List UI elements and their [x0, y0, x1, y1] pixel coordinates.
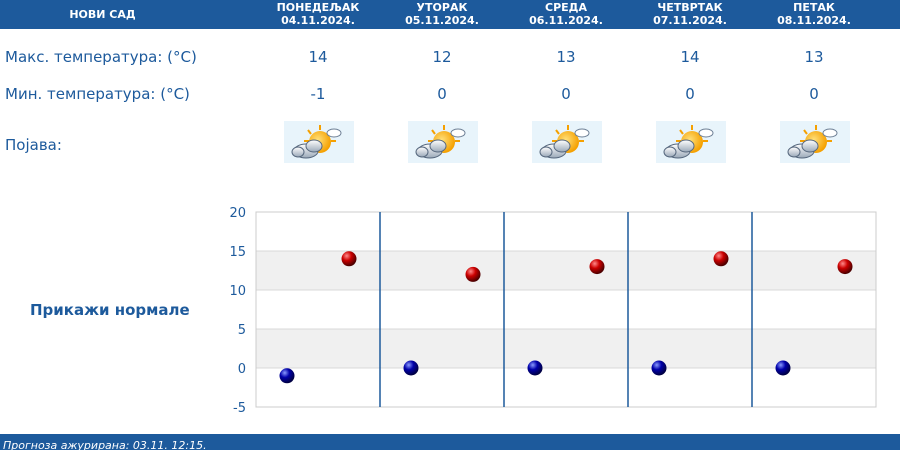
max-temp-point — [837, 259, 853, 275]
max-temp-point — [465, 266, 481, 282]
y-tick-label: 10 — [229, 284, 246, 299]
min-temp-point — [403, 360, 419, 376]
footer-bar: Прогноза ажурирана: 03.11. 12:15. — [0, 434, 900, 452]
day-date: 08.11.2024. — [777, 14, 851, 27]
day-date: 04.11.2024. — [281, 14, 355, 27]
day-header-5: ПЕТАК 08.11.2024. — [752, 1, 876, 27]
min-temp-label: Мин. температура: (°C) — [5, 85, 190, 103]
max-temp-value: 14 — [680, 48, 700, 66]
max-temp-point — [341, 251, 357, 267]
plot-frame — [255, 211, 877, 408]
min-temp-value: -1 — [310, 85, 326, 103]
day-name: СРЕДА — [545, 1, 587, 14]
day-header-1: ПОНЕДЕЉАК 04.11.2024. — [256, 1, 380, 27]
min-temp-point — [651, 360, 667, 376]
day-header-2: УТОРАК 05.11.2024. — [380, 1, 504, 27]
sun-cloud-icon — [408, 121, 478, 163]
forecast-header: НОВИ САД ПОНЕДЕЉАК 04.11.2024. УТОРАК 05… — [0, 0, 900, 29]
city-name: НОВИ САД — [69, 8, 136, 21]
day-header-4: ЧЕТВРТАК 07.11.2024. — [628, 1, 752, 27]
min-temp-value: 0 — [809, 85, 819, 103]
y-tick-label: -5 — [233, 401, 246, 416]
forecast-updated-text: Прогноза ажурирана: 03.11. 12:15. — [3, 439, 207, 452]
y-tick-label: 5 — [238, 323, 246, 338]
temperature-chart: 20 15 10 5 0 -5 — [229, 206, 877, 416]
max-temp-point — [713, 251, 729, 267]
max-temp-value: 13 — [804, 48, 824, 66]
max-temp-value: 13 — [556, 48, 576, 66]
min-temp-point — [527, 360, 543, 376]
y-tick-label: 20 — [229, 206, 246, 221]
max-temp-label: Макс. температура: (°C) — [5, 48, 197, 66]
day-date: 07.11.2024. — [653, 14, 727, 27]
y-tick-label: 15 — [229, 245, 246, 260]
day-date: 05.11.2024. — [405, 14, 479, 27]
max-temp-value: 12 — [432, 48, 452, 66]
day-name: ПЕТАК — [793, 1, 835, 14]
sun-cloud-icon — [656, 121, 726, 163]
sun-cloud-icon — [780, 121, 850, 163]
day-name: ЧЕТВРТАК — [657, 1, 723, 14]
grid-band — [256, 329, 876, 368]
show-normals-link[interactable]: Прикажи нормале — [30, 301, 190, 319]
min-temp-value: 0 — [561, 85, 571, 103]
min-temp-point — [279, 368, 295, 384]
max-temp-point — [589, 259, 605, 275]
sun-cloud-icon — [284, 121, 354, 163]
min-temp-value: 0 — [437, 85, 447, 103]
grid-band — [256, 251, 876, 290]
max-temp-value: 14 — [308, 48, 328, 66]
day-header-3: СРЕДА 06.11.2024. — [504, 1, 628, 27]
phenomenon-label: Појава: — [5, 136, 62, 154]
min-temp-point — [775, 360, 791, 376]
sun-cloud-icon — [532, 121, 602, 163]
day-name: ПОНЕДЕЉАК — [276, 1, 360, 14]
day-date: 06.11.2024. — [529, 14, 603, 27]
y-tick-label: 0 — [238, 362, 246, 377]
min-temp-value: 0 — [685, 85, 695, 103]
day-name: УТОРАК — [416, 1, 468, 14]
